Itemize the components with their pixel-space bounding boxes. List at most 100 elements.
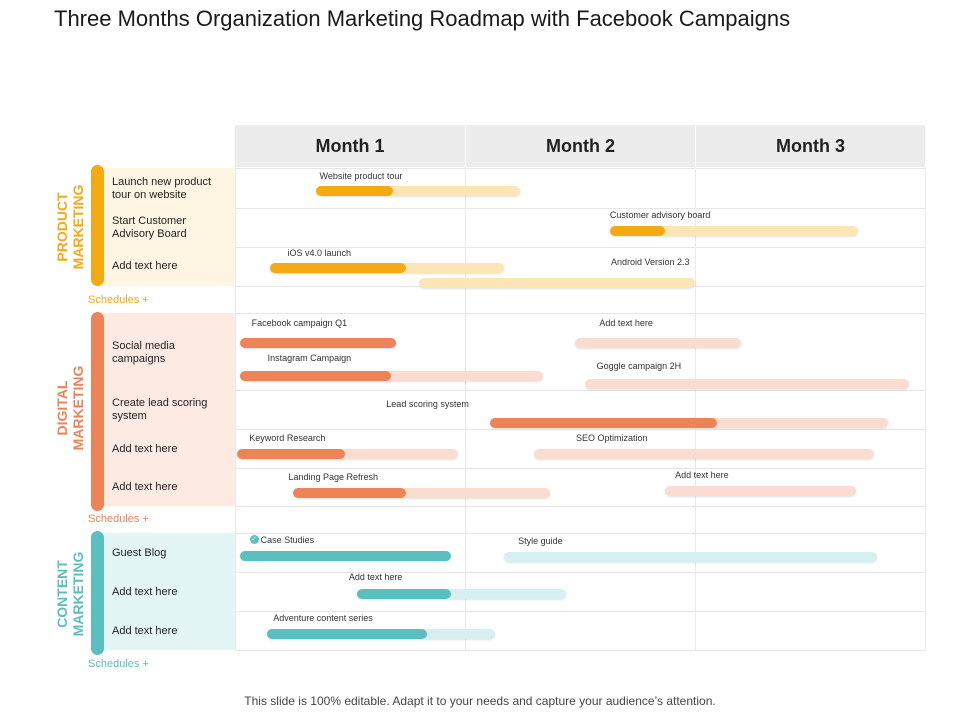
task-progress [356, 589, 452, 599]
month-header-2: Month 2 [465, 125, 695, 167]
task-bar[interactable] [356, 589, 567, 599]
task-bar[interactable] [269, 263, 505, 273]
task-progress [239, 551, 452, 561]
section-label-line2: MARKETING [70, 551, 86, 637]
row-label-digital: Create lead scoring system [112, 397, 208, 422]
task-progress [239, 371, 392, 381]
task-label-text: Lead scoring system [386, 399, 469, 409]
task-label: Website product tour [320, 171, 403, 181]
grid-line-horizontal [235, 208, 925, 209]
row-label-product: Start Customer Advisory Board [112, 215, 187, 240]
task-label-text: Adventure content series [273, 613, 373, 623]
grid-line-vertical [465, 167, 466, 650]
grid-line-horizontal [235, 390, 925, 391]
row-label-digital: Add text here [112, 481, 178, 493]
task-label: Lead scoring system [386, 399, 469, 409]
section-background-digital [104, 313, 235, 506]
task-label-text: Facebook campaign Q1 [251, 318, 348, 328]
task-progress [267, 629, 427, 639]
section-label-content: CONTENT MARKETING [54, 534, 86, 654]
grid-line-horizontal [235, 313, 925, 314]
section-label-line1: CONTENT [54, 560, 70, 628]
task-label: Add text here [349, 572, 403, 582]
task-label-text: Keyword Research [249, 433, 326, 443]
task-bar[interactable] [419, 278, 695, 288]
grid-line-horizontal [235, 429, 925, 430]
schedules-link-product[interactable]: Schedules + [88, 294, 149, 306]
footer-note: This slide is 100% editable. Adapt it to… [244, 694, 716, 708]
task-bar[interactable] [239, 371, 544, 381]
task-label: Landing Page Refresh [289, 472, 379, 482]
task-bar[interactable] [490, 418, 889, 428]
task-bar[interactable] [292, 488, 551, 498]
task-progress [239, 338, 396, 348]
task-label: Goggle campaign 2H [597, 361, 682, 371]
task-label-text: SEO Optimization [576, 433, 648, 443]
task-bar[interactable] [267, 629, 495, 639]
task-progress [315, 186, 394, 196]
task-bar[interactable] [665, 486, 856, 496]
task-label-text: Landing Page Refresh [288, 472, 379, 482]
task-label-text: Android Version 2.3 [611, 257, 690, 267]
task-label-text: Customer advisory board [609, 210, 711, 220]
task-label-text: Instagram Campaign [267, 353, 352, 363]
task-label-text: Add text here [599, 318, 653, 328]
row-label-digital: Social media campaigns [112, 340, 175, 365]
page-title: Three Months Organization Marketing Road… [54, 6, 791, 31]
section-bar-digital [91, 312, 104, 511]
task-label-text: Add text here [348, 572, 403, 582]
grid-line-vertical [235, 167, 236, 650]
schedules-link-digital[interactable]: Schedules + [88, 513, 149, 525]
row-label-content: Guest Blog [112, 547, 167, 559]
grid-line-horizontal [235, 650, 925, 651]
task-label: Instagram Campaign [268, 353, 352, 363]
grid-line-horizontal [235, 468, 925, 469]
task-label: Customer advisory board [610, 210, 711, 220]
task-progress [237, 449, 346, 459]
task-label-text: Add text here [675, 470, 729, 480]
task-label: Facebook campaign Q1 [252, 318, 348, 328]
task-bar[interactable] [239, 551, 452, 561]
section-background-product [104, 168, 235, 286]
row-label-product: Add text here [112, 260, 178, 272]
row-label-content: Add text here [112, 586, 178, 598]
task-label: Adventure content series [273, 613, 373, 623]
task-label: Android Version 2.3 [611, 257, 690, 267]
task-label-text: Style guide [518, 536, 563, 546]
section-label-line2: MARKETING [70, 184, 86, 270]
section-bar-content [91, 531, 104, 655]
task-label: Style guide [518, 536, 563, 546]
task-label: Add text here [599, 318, 653, 328]
task-progress [269, 263, 406, 273]
task-label-text: Goggle campaign 2H [596, 361, 682, 371]
row-label-product: Launch new product tour on website [112, 176, 212, 201]
schedules-link-content[interactable]: Schedules + [88, 658, 149, 670]
task-label: Keyword Research [249, 433, 325, 443]
task-progress [609, 226, 665, 236]
section-bar-product [91, 165, 104, 286]
section-label-line1: PRODUCT [54, 192, 70, 262]
section-background-content [104, 533, 235, 650]
task-bar[interactable] [504, 552, 877, 562]
grid-line-vertical [695, 167, 696, 650]
task-label-text: Case Studies [260, 535, 315, 545]
grid-line-horizontal [235, 533, 925, 534]
task-bar[interactable] [237, 449, 459, 459]
task-progress [490, 418, 718, 428]
task-label: SEO Optimization [576, 433, 648, 443]
section-label-digital: DIGITAL MARKETING [54, 348, 86, 468]
task-bar[interactable] [584, 379, 909, 389]
month-header-3: Month 3 [695, 125, 925, 167]
task-bar[interactable] [575, 338, 741, 348]
grid-line-horizontal [235, 611, 925, 612]
task-bar[interactable] [315, 186, 521, 196]
task-label: Add text here [675, 470, 729, 480]
task-bar[interactable] [534, 449, 875, 459]
task-bar[interactable] [609, 226, 859, 236]
task-label: ✓ Case Studies [249, 535, 315, 545]
section-label-line1: DIGITAL [54, 380, 70, 436]
month-header-1: Month 1 [235, 125, 465, 167]
grid-line-horizontal [235, 168, 925, 169]
grid-line-horizontal [235, 506, 925, 507]
task-bar[interactable] [239, 338, 396, 348]
